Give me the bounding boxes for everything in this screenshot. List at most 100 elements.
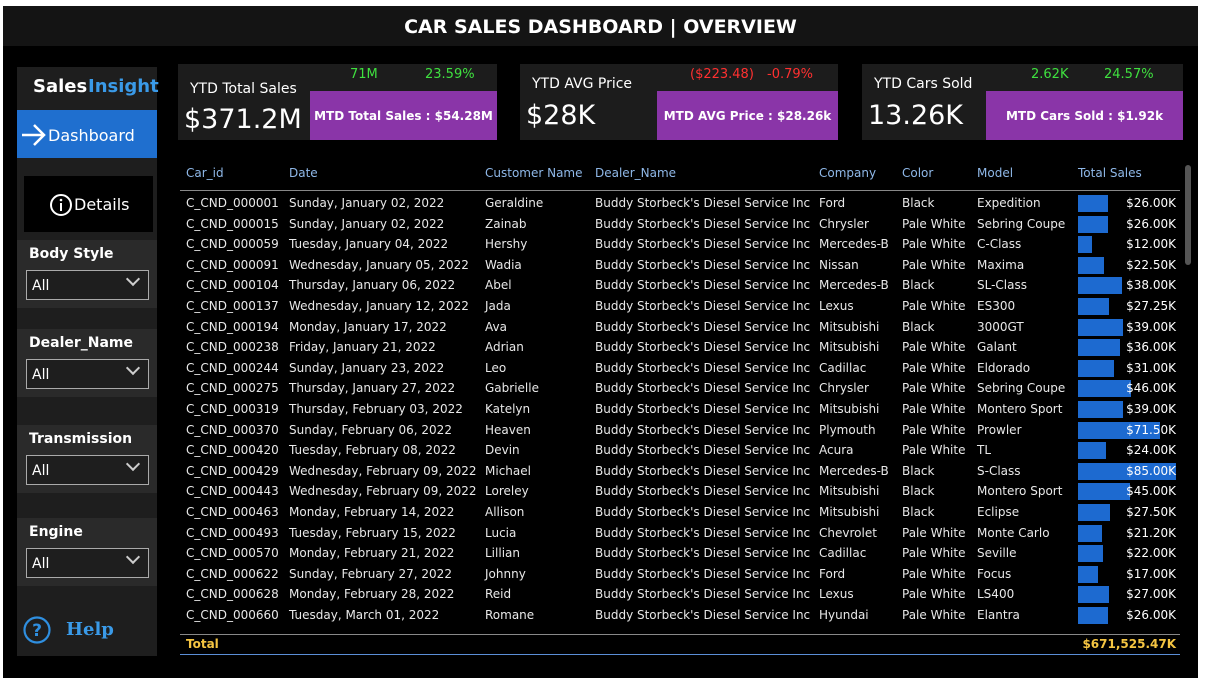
sales-value: $17.00K xyxy=(1126,566,1176,581)
table-cell: Pale White xyxy=(902,381,966,396)
table-cell: Wednesday, February 09, 2022 xyxy=(289,463,477,478)
sales-value: $85.00K xyxy=(1126,463,1176,478)
sales-bar xyxy=(1078,586,1110,604)
table-cell: Buddy Storbeck's Diesel Service Inc xyxy=(595,587,811,602)
table-cell: Pale White xyxy=(902,216,966,231)
table-cell: C_CND_000001 xyxy=(186,196,279,210)
column-header[interactable]: Dealer_Name xyxy=(595,166,677,180)
table-cell: C_CND_000570 xyxy=(186,546,279,561)
sales-bar xyxy=(1078,442,1106,460)
table-cell: C_CND_000622 xyxy=(186,566,279,581)
sales-bar xyxy=(1078,401,1123,418)
page-title: CAR SALES DASHBOARD | OVERVIEW xyxy=(404,16,797,38)
table-cell: Buddy Storbeck's Diesel Service Inc xyxy=(595,216,811,231)
column-header[interactable]: Customer Name xyxy=(485,166,583,180)
sales-value: $46.00K xyxy=(1126,381,1176,396)
table-cell: Heaven xyxy=(485,422,531,437)
sales-value: $45.00K xyxy=(1126,484,1176,499)
table-cell: Pale White xyxy=(902,299,966,313)
table-cell: Lexus xyxy=(819,587,854,602)
table-cell: Mitsubishi xyxy=(819,505,880,519)
table-cell: Allison xyxy=(485,505,525,519)
table-cell: Lexus xyxy=(819,299,854,313)
nav-details[interactable]: Details xyxy=(74,195,130,214)
table-panel xyxy=(180,160,1185,660)
sales-bar xyxy=(1078,421,1161,439)
table-cell: Johnny xyxy=(485,566,526,581)
sales-value: $39.00K xyxy=(1126,402,1176,416)
column-header[interactable]: Total Sales xyxy=(1078,166,1142,180)
kpi-value: $28K xyxy=(526,100,596,131)
table-cell: Buddy Storbeck's Diesel Service Inc xyxy=(595,340,811,355)
table-cell: Cadillac xyxy=(819,360,867,375)
table-cell: Lillian xyxy=(485,546,520,561)
nav-dashboard[interactable]: Dashboard xyxy=(48,126,135,145)
kpi-delta: 71M xyxy=(350,67,378,82)
column-header[interactable]: Color xyxy=(902,166,934,180)
table-cell: C_CND_000420 xyxy=(186,443,279,458)
sales-value: $26.00K xyxy=(1126,216,1176,231)
table-cell: Devin xyxy=(485,443,520,458)
sales-bar xyxy=(1078,256,1104,274)
sales-bar xyxy=(1078,607,1108,624)
table-cell: C_CND_000194 xyxy=(186,319,279,334)
table-cell: Pale White xyxy=(902,587,966,602)
table-cell: Buddy Storbeck's Diesel Service Inc xyxy=(595,299,811,313)
table-cell: Tuesday, February 08, 2022 xyxy=(289,443,456,458)
column-header[interactable]: Company xyxy=(819,166,877,180)
details-button[interactable] xyxy=(24,176,153,232)
sales-bar xyxy=(1078,380,1132,398)
kpi-mtd-box xyxy=(986,91,1183,140)
sales-value: $38.00K xyxy=(1126,278,1176,293)
table-cell: Sunday, February 27, 2022 xyxy=(289,566,452,581)
total-value: $671,525.47K xyxy=(1082,637,1176,651)
table-cell: Tuesday, January 04, 2022 xyxy=(289,237,449,252)
kpi-pct: -0.79% xyxy=(767,67,813,82)
table-cell: Buddy Storbeck's Diesel Service Inc xyxy=(595,381,811,396)
table-cell: Cadillac xyxy=(819,546,867,561)
table-cell: Hyundai xyxy=(819,608,869,622)
kpi-value: $371.2M xyxy=(184,104,302,135)
filter-dropdown[interactable] xyxy=(26,548,149,578)
table-cell: Pale White xyxy=(902,257,966,272)
help-icon[interactable]: ? xyxy=(22,615,52,645)
filter-dropdown[interactable] xyxy=(26,359,149,389)
sales-bar xyxy=(1078,462,1176,480)
table-cell: Pale White xyxy=(902,566,966,581)
filter-dropdown[interactable] xyxy=(26,270,149,300)
table-cell: Mitsubishi xyxy=(819,340,880,355)
table-cell: Buddy Storbeck's Diesel Service Inc xyxy=(595,278,811,293)
table-cell: Buddy Storbeck's Diesel Service Inc xyxy=(595,402,811,416)
sales-bar xyxy=(1078,504,1110,521)
filter-dropdown[interactable] xyxy=(26,455,149,485)
table-cell: Pale White xyxy=(902,360,966,375)
table-cell: Sunday, January 02, 2022 xyxy=(289,216,445,231)
column-header[interactable]: Date xyxy=(289,166,318,180)
table-cell: C_CND_000463 xyxy=(186,505,279,519)
column-header[interactable]: Car_id xyxy=(186,166,224,180)
kpi-title: YTD Cars Sold xyxy=(874,76,973,92)
title-bar xyxy=(3,6,1198,46)
table-cell: Black xyxy=(902,505,935,519)
table-cell: Sebring Coupe xyxy=(977,381,1066,396)
table-cell: Pale White xyxy=(902,608,966,622)
total-row xyxy=(180,635,1180,655)
sales-value: $26.00K xyxy=(1126,196,1176,210)
table-cell: Chrysler xyxy=(819,216,869,231)
help-label[interactable]: Help xyxy=(66,619,114,640)
sales-value: $21.20K xyxy=(1126,525,1176,540)
filter-value: All xyxy=(32,556,50,572)
table-cell: Pale White xyxy=(902,546,966,561)
table-cell: Montero Sport xyxy=(977,484,1063,499)
sales-bar xyxy=(1078,318,1123,336)
filter-label: Body Style xyxy=(29,246,114,262)
table-cell: Thursday, January 27, 2022 xyxy=(289,381,456,396)
table-cell: Mercedes-B xyxy=(819,278,889,293)
table-cell: C_CND_000275 xyxy=(186,381,279,396)
table-cell: Hershy xyxy=(485,237,528,252)
sales-bar xyxy=(1078,359,1114,377)
column-header[interactable]: Model xyxy=(977,166,1014,180)
scrollbar[interactable] xyxy=(1185,165,1191,265)
table-cell: Wadia xyxy=(485,257,522,272)
table-cell: Black xyxy=(902,319,935,334)
